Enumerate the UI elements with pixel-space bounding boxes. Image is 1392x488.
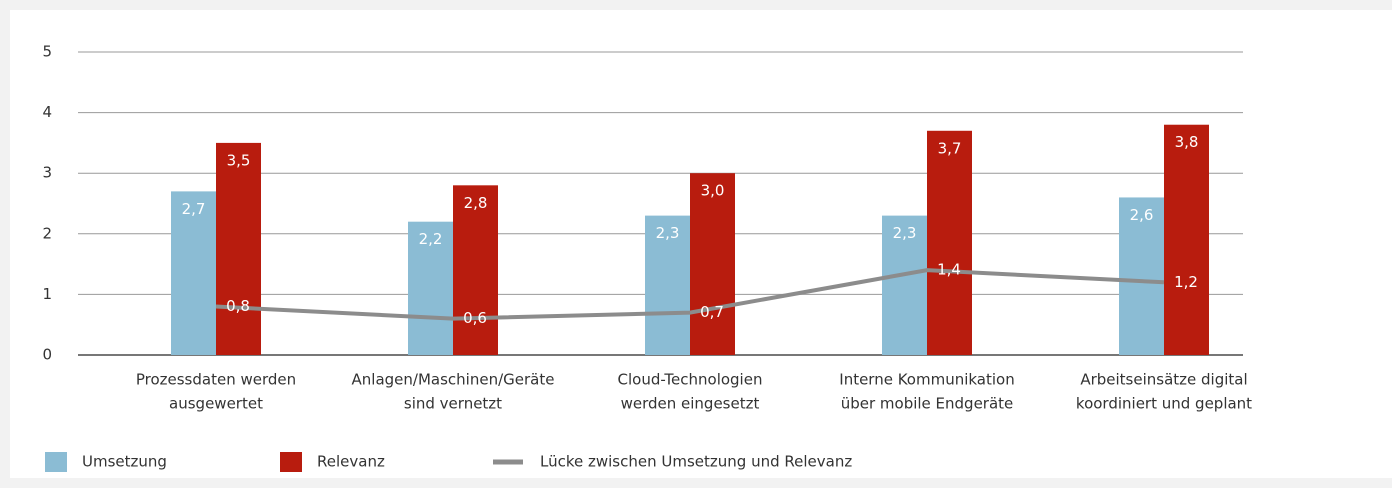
data-label: 0,7 [700, 303, 724, 321]
bar [927, 130, 972, 355]
x-tick-label: werden eingesetzt [621, 395, 760, 413]
line [215, 268, 1165, 321]
bar [171, 191, 216, 355]
x-tick-label: Prozessdaten werden [136, 371, 296, 389]
data-label: 3,5 [227, 151, 251, 169]
bar [645, 215, 690, 355]
data-label: 2,3 [893, 224, 917, 242]
x-tick-label: Arbeitseinsätze digital [1080, 371, 1247, 389]
data-label: 2,7 [182, 200, 206, 218]
y-tick-label: 4 [42, 103, 52, 121]
x-tick-label: Cloud-Technologien [618, 371, 763, 389]
y-tick-label: 1 [42, 285, 52, 303]
bar [1164, 124, 1209, 355]
data-label: 1,4 [937, 261, 961, 279]
data-label: 3,7 [938, 139, 962, 157]
legend-swatch [45, 452, 67, 472]
data-label: 2,8 [464, 194, 488, 212]
bar [690, 173, 735, 355]
x-tick-label: über mobile Endgeräte [841, 395, 1014, 413]
y-tick-label: 0 [42, 346, 52, 364]
x-tick-label: ausgewertet [169, 395, 263, 413]
y-tick-label: 5 [42, 43, 52, 61]
legend-label: Relevanz [317, 453, 385, 471]
data-label: 2,2 [419, 230, 443, 248]
x-tick-label: koordiniert und geplant [1076, 395, 1252, 413]
legend-label: Umsetzung [82, 453, 167, 471]
x-tick-label: Interne Kommunikation [839, 371, 1014, 389]
x-tick-label: sind vernetzt [404, 395, 502, 413]
data-label: 1,2 [1174, 273, 1198, 291]
bar [453, 185, 498, 355]
legend-label: Lücke zwischen Umsetzung und Relevanz [540, 453, 852, 471]
y-tick-label: 3 [42, 164, 52, 182]
data-label: 0,6 [463, 309, 487, 327]
data-label: 3,0 [701, 182, 725, 200]
bar [216, 142, 261, 355]
legend-swatch [280, 452, 302, 472]
bar [1119, 197, 1164, 355]
bar [882, 215, 927, 355]
y-tick-label: 2 [42, 224, 52, 242]
x-tick-label: Anlagen/Maschinen/Geräte [352, 371, 555, 389]
data-label: 2,6 [1130, 206, 1154, 224]
data-label: 3,8 [1175, 133, 1199, 151]
data-label: 0,8 [226, 297, 250, 315]
bar [408, 221, 453, 355]
data-label: 2,3 [656, 224, 680, 242]
